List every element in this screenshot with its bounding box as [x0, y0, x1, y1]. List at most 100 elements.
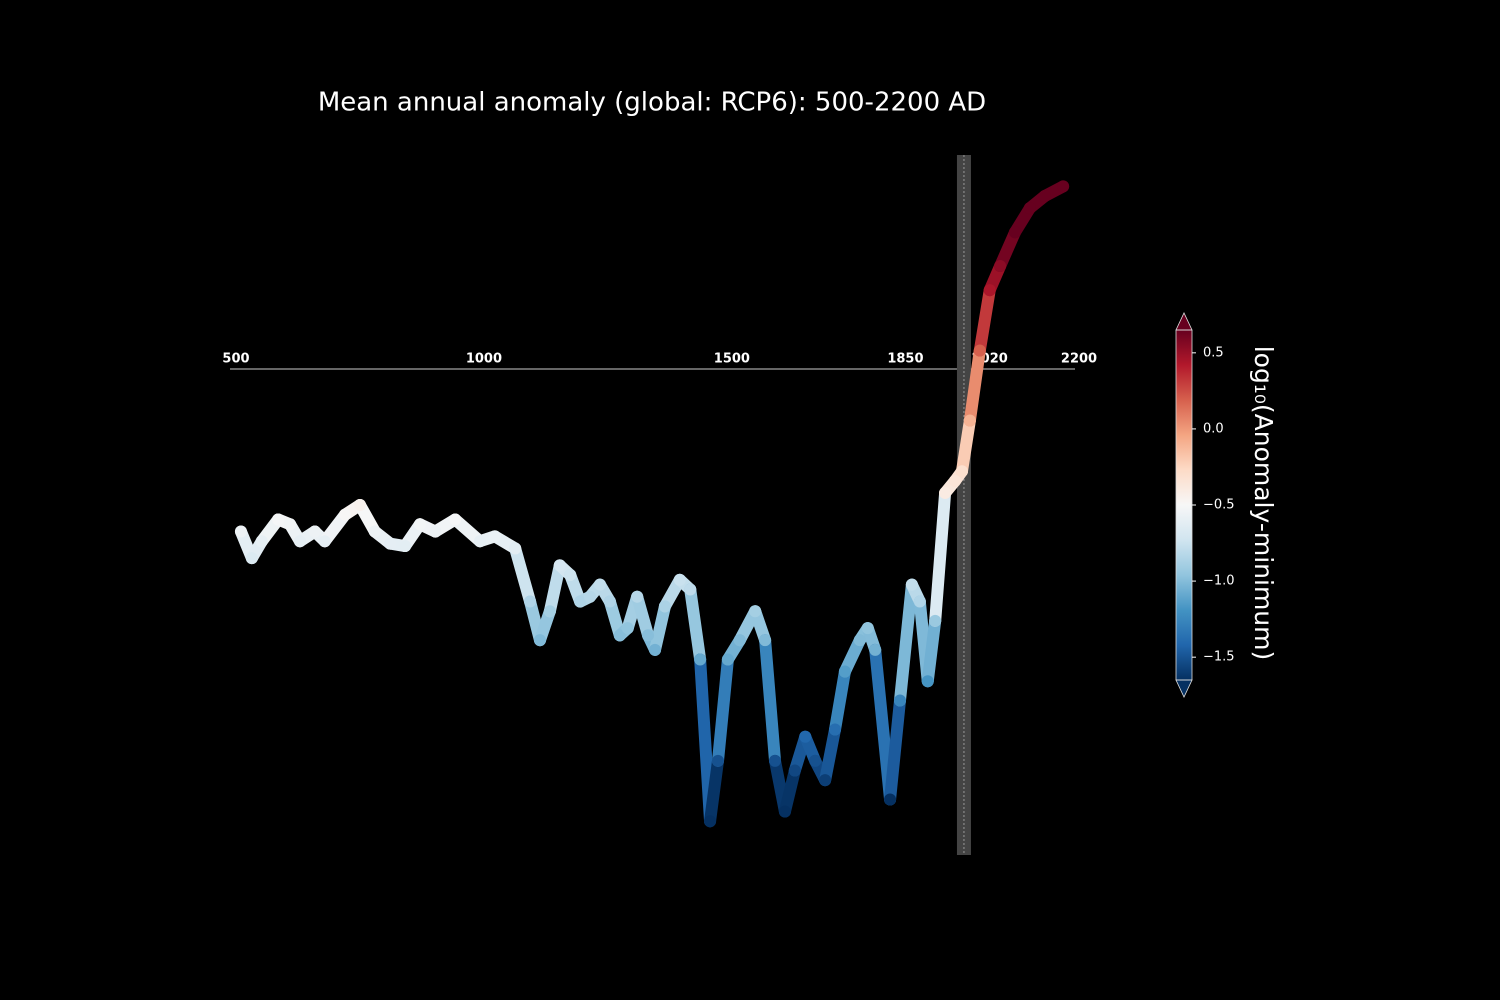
line-segment [543, 559, 566, 618]
line-segment [929, 486, 952, 627]
data-point [574, 595, 587, 608]
data-point [1057, 180, 1070, 193]
colorbar [1176, 330, 1192, 680]
data-point [905, 578, 918, 591]
line-segment [711, 653, 734, 767]
data-point [649, 643, 662, 656]
data-point [809, 754, 822, 767]
data-point [973, 344, 986, 357]
data-point [921, 675, 934, 688]
data-point [913, 595, 926, 608]
data-point [613, 629, 626, 642]
data-point [488, 530, 501, 543]
data-point [1038, 190, 1051, 203]
x-tick-label: 2200 [1061, 352, 1097, 367]
data-point [584, 590, 597, 603]
data-point [353, 499, 366, 511]
data-point [293, 535, 306, 548]
line-segment [704, 754, 724, 828]
data-point [869, 643, 882, 656]
data-point [255, 535, 268, 548]
data-point [553, 559, 566, 572]
data-point [524, 595, 537, 608]
data-point [533, 634, 546, 647]
data-point [704, 815, 717, 828]
line-segment [955, 414, 976, 478]
data-point [621, 622, 634, 635]
data-point [673, 573, 686, 586]
data-point [603, 595, 616, 608]
data-point [449, 513, 462, 526]
data-point [819, 774, 832, 787]
line-segment [829, 665, 851, 736]
data-point [759, 634, 772, 647]
data-point [939, 486, 952, 499]
data-point [543, 605, 556, 618]
data-point [929, 614, 942, 627]
data-point [509, 542, 522, 555]
data-point [684, 583, 697, 596]
colorbar-tick-label: 0.0 [1203, 421, 1224, 436]
data-point [893, 694, 906, 707]
data-point [861, 622, 874, 635]
data-point [413, 518, 426, 531]
data-point [983, 284, 996, 297]
data-line [234, 180, 1070, 828]
data-point [272, 513, 285, 526]
colorbar-tick-label: −1.5 [1203, 650, 1235, 665]
data-point [234, 525, 247, 538]
data-point [994, 260, 1007, 273]
data-point [399, 540, 412, 553]
data-point [829, 723, 842, 736]
data-point [1009, 226, 1022, 239]
colorbar-tick-label: −1.0 [1203, 574, 1235, 589]
data-point [838, 665, 851, 678]
line-segment [963, 344, 986, 427]
x-tick-label: 1000 [466, 352, 502, 367]
line-segment [973, 284, 996, 357]
data-point [593, 578, 606, 591]
data-point [384, 537, 397, 550]
x-tick-label: 500 [222, 352, 249, 367]
colorbar-label: log₁₀(Anomaly-minimum) [1249, 346, 1278, 661]
data-point [1023, 202, 1036, 215]
line-segment [884, 694, 906, 806]
data-point [429, 525, 442, 538]
colorbar-tick-label: −0.5 [1203, 498, 1235, 513]
data-point [631, 590, 644, 603]
line-segment [778, 764, 801, 818]
data-point [711, 754, 724, 767]
data-point [769, 754, 782, 767]
line-segment [631, 590, 655, 642]
data-point [788, 764, 801, 777]
line-segment [759, 634, 782, 767]
line-segment [893, 578, 918, 707]
chart-title: Mean annual anomaly (global: RCP6): 500-… [318, 88, 986, 118]
line-segment [994, 226, 1022, 273]
data-point [308, 525, 321, 538]
data-point [658, 600, 671, 613]
data-point [778, 805, 791, 818]
x-tick-label: 1500 [714, 352, 750, 367]
data-point [368, 525, 381, 538]
data-point [963, 414, 976, 427]
data-point [564, 569, 577, 581]
line-segment [819, 723, 842, 787]
data-point [318, 535, 331, 548]
data-point [284, 518, 297, 531]
data-point [853, 634, 866, 647]
data-point [949, 474, 962, 487]
line-segment [649, 600, 671, 656]
data-point [884, 793, 897, 806]
data-point [473, 535, 486, 548]
data-point [642, 629, 655, 642]
data-point [733, 634, 746, 647]
data-point [245, 552, 258, 565]
line-segment [684, 583, 707, 666]
x-tick-label: 1850 [887, 352, 923, 367]
line-segment [921, 614, 942, 688]
data-point [339, 508, 352, 521]
data-point [955, 465, 968, 478]
